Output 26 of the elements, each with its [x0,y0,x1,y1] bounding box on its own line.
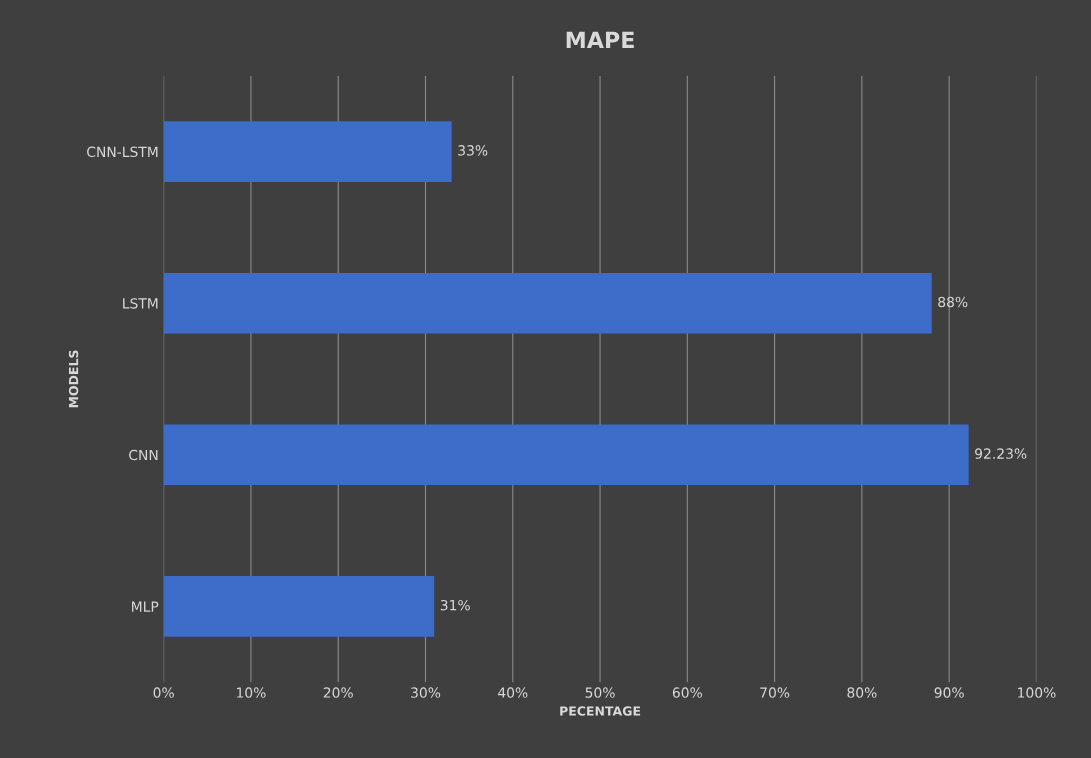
x-tick-label: 60% [672,687,702,698]
bar [163,576,435,637]
x-tick-label: 10% [237,687,266,698]
x-tick-label: 80% [847,687,877,698]
chart-title: MAPE [566,31,634,49]
data-label: 88% [938,296,968,308]
x-axis-title: PECENTAGE [560,706,641,716]
y-axis-title: MODELS [68,350,79,408]
x-tick-label: 0% [153,687,174,698]
y-tick-label: CNN-LSTM [87,146,158,158]
data-label: 33% [458,145,488,156]
y-tick-label: MLP [132,601,159,612]
x-tick-label: 90% [934,687,964,698]
x-tick-label: 100% [1018,687,1056,698]
data-label: 92.23% [975,448,1027,459]
bar [163,121,452,182]
data-label: 31% [440,599,470,611]
bar [163,272,932,334]
y-tick-label: LSTM [123,298,158,309]
x-tick-label: 20% [323,687,353,698]
x-tick-label: 50% [585,687,615,698]
x-tick-label: 70% [760,687,790,698]
bar [163,424,969,486]
x-tick-label: 40% [498,687,528,698]
x-tick-label: 30% [411,687,441,698]
y-tick-label: CNN [129,449,158,461]
